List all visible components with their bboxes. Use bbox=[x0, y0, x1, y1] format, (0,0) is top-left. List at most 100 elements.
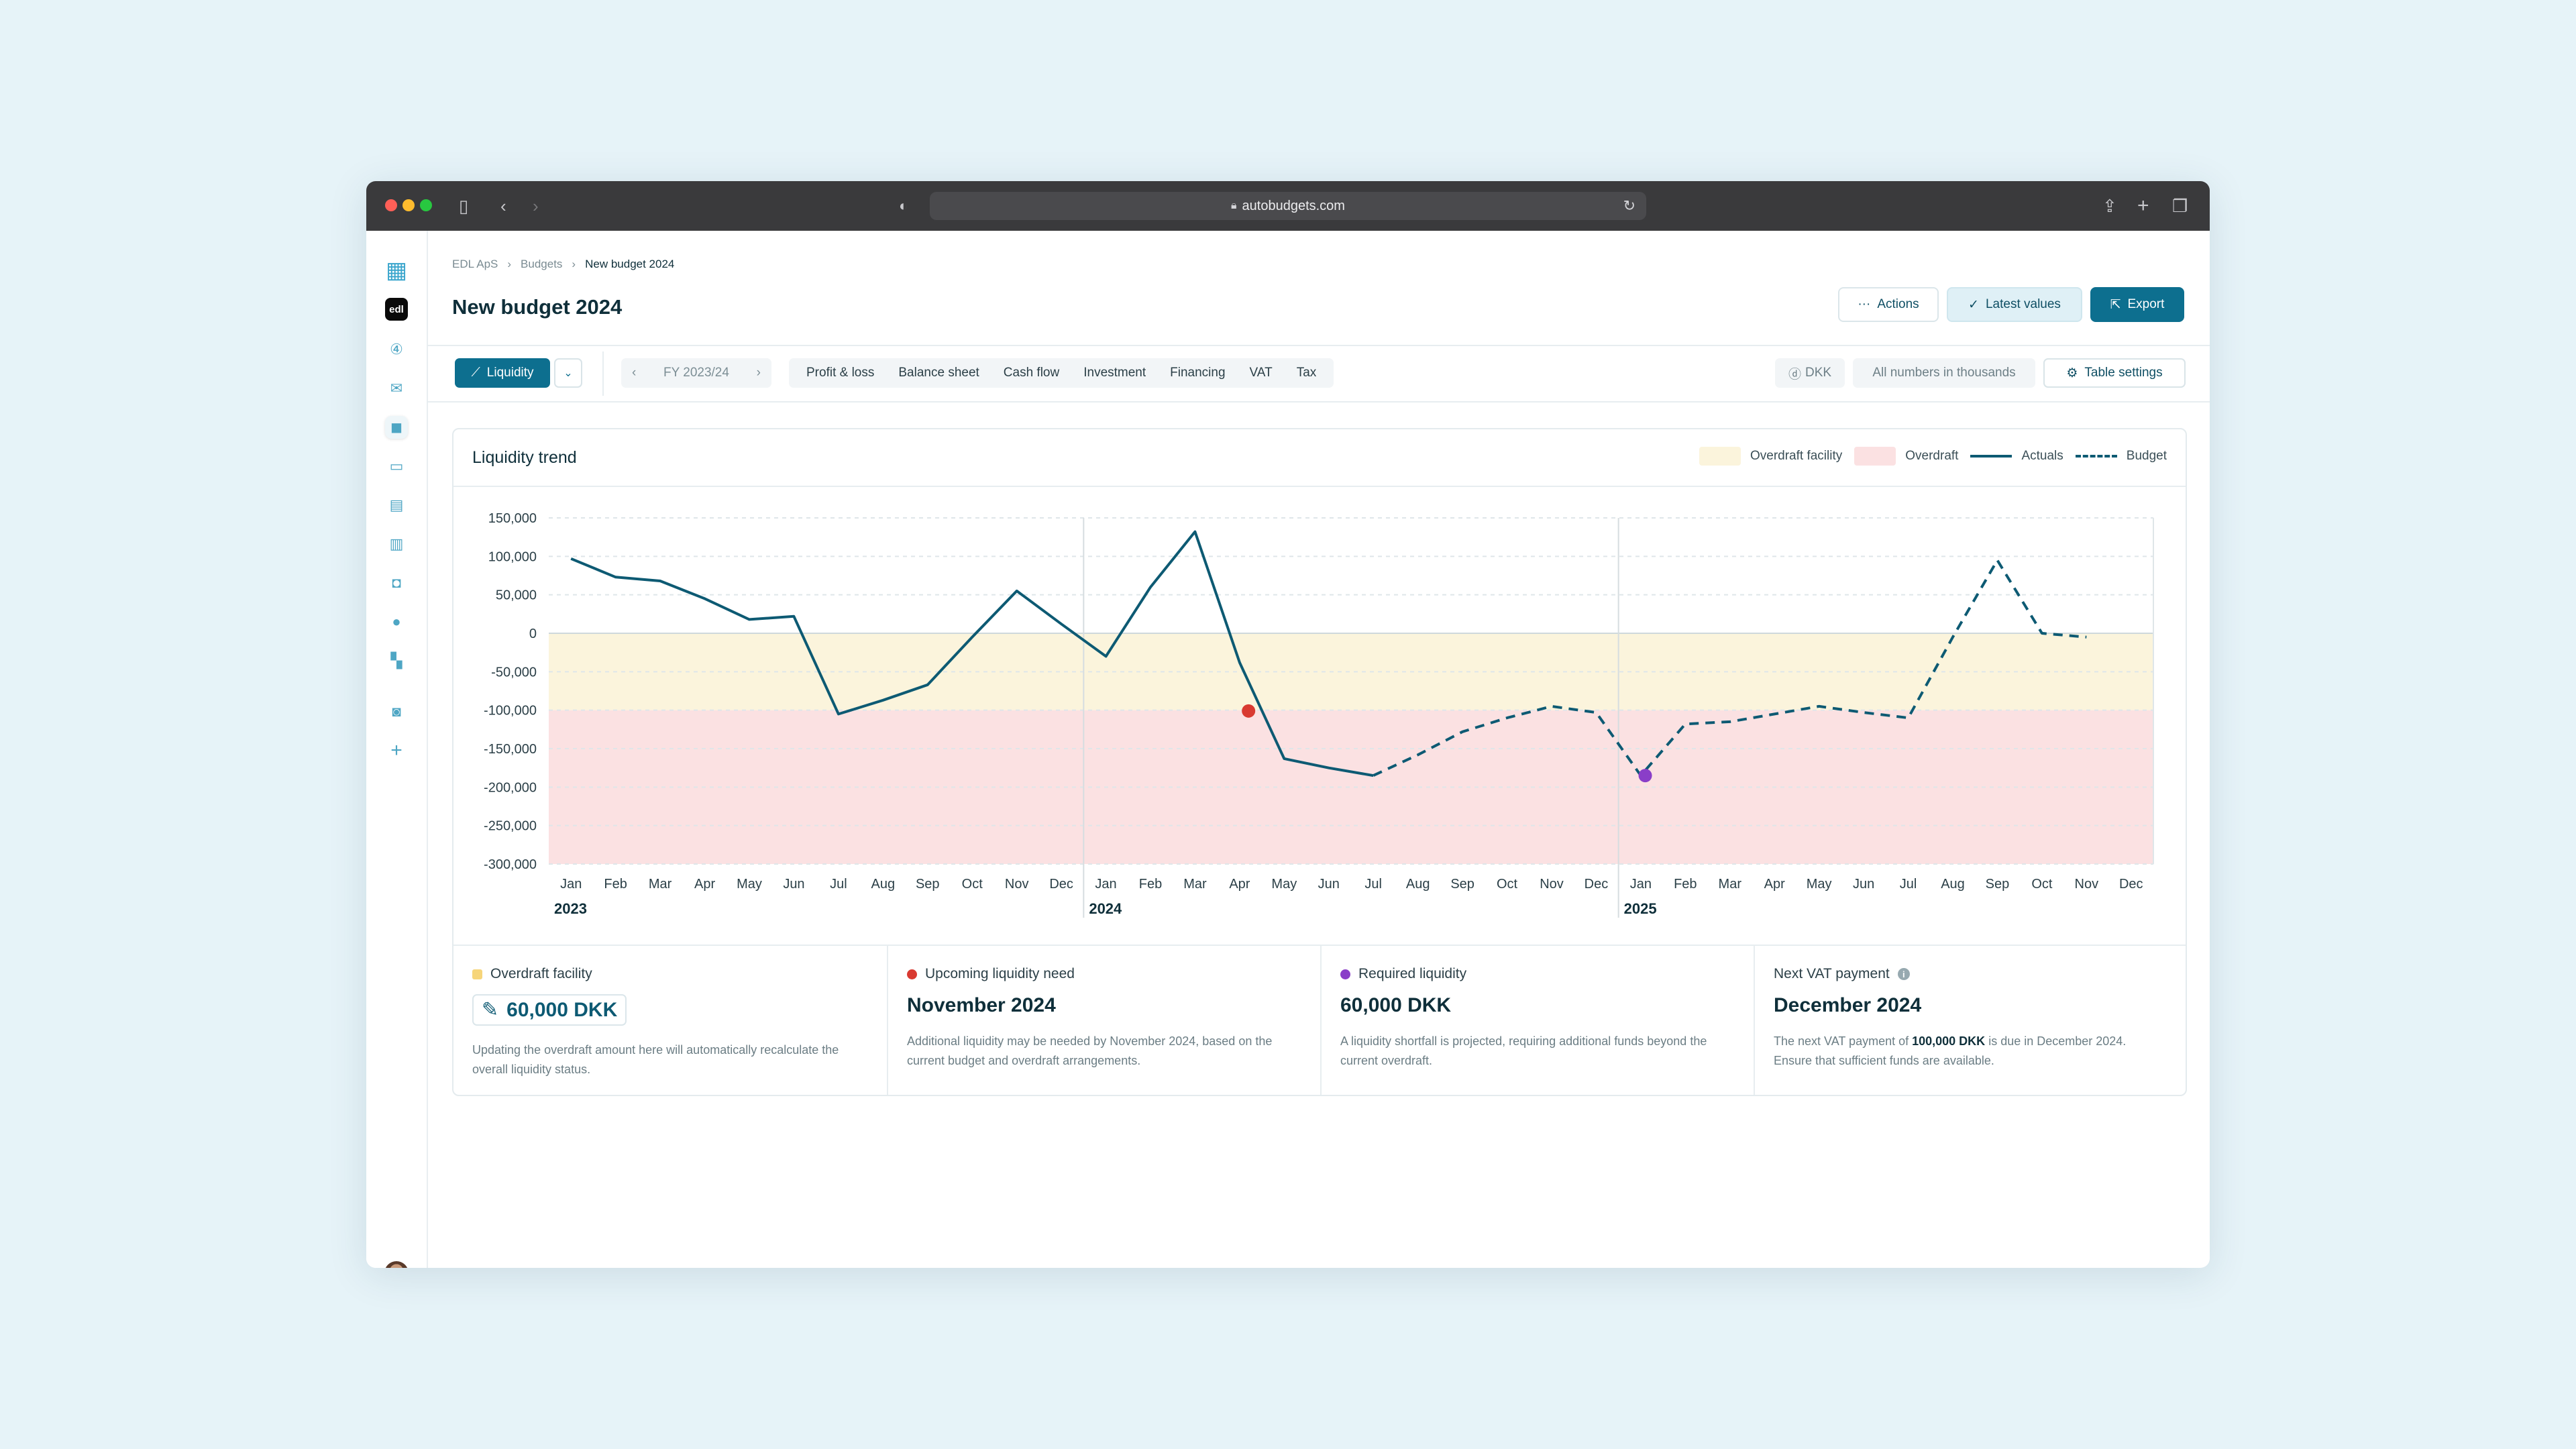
legend-actuals[interactable]: Actuals bbox=[1970, 449, 2063, 464]
number-circle-icon[interactable]: ④ bbox=[390, 341, 403, 358]
series-line-actuals bbox=[570, 530, 1374, 777]
stat-upcoming-need: Upcoming liquidity need November 2024 Ad… bbox=[887, 946, 1320, 1095]
liquidity-view-button[interactable]: ⟋ Liquidity bbox=[455, 358, 550, 388]
breadcrumb: EDL ApS › Budgets › New budget 2024 bbox=[452, 258, 674, 271]
document-icon[interactable]: ▤ bbox=[389, 496, 404, 513]
tab-tax[interactable]: Tax bbox=[1296, 366, 1317, 380]
pencil-icon: ✎ bbox=[482, 999, 499, 1021]
stat-value: December 2024 bbox=[1774, 994, 1922, 1016]
y-tick-label: 150,000 bbox=[488, 511, 537, 526]
card-icon[interactable]: ▭ bbox=[389, 458, 404, 474]
desc-text: The next VAT payment of bbox=[1774, 1034, 1913, 1048]
table-settings-button[interactable]: ⚙ Table settings bbox=[2043, 358, 2186, 388]
close-window-button[interactable] bbox=[385, 199, 397, 211]
report-tabs: Profit & loss Balance sheet Cash flow In… bbox=[789, 358, 1334, 388]
fiscal-year-selector[interactable]: ‹ FY 2023/24 › bbox=[621, 358, 771, 388]
stat-next-vat: Next VAT payment i December 2024 The next… bbox=[1754, 946, 2186, 1095]
share-icon[interactable]: ⇪ bbox=[2102, 196, 2117, 216]
tabs-overview-icon[interactable]: ❐ bbox=[2172, 196, 2188, 216]
tab-vat[interactable]: VAT bbox=[1249, 366, 1273, 380]
shield-icon[interactable]: ◐ bbox=[899, 197, 908, 214]
back-icon[interactable]: ‹ bbox=[500, 196, 506, 216]
info-icon[interactable]: i bbox=[1897, 968, 1910, 980]
liquidity-chart[interactable]: 150,000 100,000 50,000 0 -50,000 -100,000 -150… bbox=[453, 487, 2186, 943]
liquidity-label: Liquidity bbox=[486, 366, 534, 380]
people-icon[interactable]: ● bbox=[392, 613, 401, 630]
numbers-unit-chip[interactable]: All numbers in thousands bbox=[1853, 358, 2035, 388]
overdraft-amount-input[interactable]: ✎ 60,000 DKK bbox=[472, 994, 627, 1026]
legend-swatch bbox=[1970, 454, 2012, 458]
breadcrumb-item[interactable]: Budgets bbox=[521, 258, 563, 270]
y-tick-label: -200,000 bbox=[484, 780, 537, 795]
stat-description: Updating the overdraft amount here will … bbox=[472, 1043, 839, 1076]
view-dropdown[interactable]: ⌄ bbox=[554, 358, 582, 388]
actions-button[interactable]: ··· Actions bbox=[1838, 287, 1939, 322]
tab-profit-loss[interactable]: Profit & loss bbox=[806, 366, 875, 380]
tab-cash-flow[interactable]: Cash flow bbox=[1003, 366, 1060, 380]
stats-divider bbox=[453, 945, 2186, 946]
fiscal-year-label: FY 2023/24 bbox=[663, 366, 729, 380]
x-tick-label: Jul bbox=[1900, 877, 1917, 892]
stat-description: Additional liquidity may be needed by No… bbox=[907, 1034, 1273, 1067]
legend-overdraft[interactable]: Overdraft bbox=[1854, 447, 1958, 466]
export-button[interactable]: ⇱ Export bbox=[2090, 287, 2184, 322]
y-tick-label: 50,000 bbox=[496, 588, 537, 603]
currency-label: DKK bbox=[1805, 366, 1832, 380]
y-tick-label: 0 bbox=[529, 627, 537, 641]
desc-amount: 100,000 DKK bbox=[1912, 1034, 1986, 1048]
grid-logo-icon[interactable]: ▦ bbox=[385, 258, 408, 283]
wallet-icon[interactable]: ◼ bbox=[385, 416, 408, 439]
new-tab-icon[interactable]: + bbox=[2137, 195, 2149, 217]
tab-balance-sheet[interactable]: Balance sheet bbox=[898, 366, 979, 380]
chevron-right-icon[interactable]: › bbox=[756, 366, 761, 380]
x-tick-label: Aug bbox=[871, 877, 896, 892]
chart-legend: Overdraft facility Overdraft Actuals Bud… bbox=[1699, 447, 2167, 466]
legend-label: Overdraft facility bbox=[1750, 449, 1843, 464]
series-line-budget bbox=[1373, 559, 2087, 777]
breadcrumb-item[interactable]: EDL ApS bbox=[452, 258, 498, 270]
reload-icon[interactable]: ↻ bbox=[1623, 197, 1635, 214]
currency-icon: ⓓ bbox=[1788, 367, 1801, 382]
tab-financing[interactable]: Financing bbox=[1170, 366, 1226, 380]
y-tick-label: 100,000 bbox=[488, 549, 537, 564]
chevron-left-icon[interactable]: ‹ bbox=[632, 366, 637, 380]
browser-titlebar: ▯ ‹ › ◐ 🔒︎ autobudgets.com ↻ ⇪ + ❐ bbox=[366, 181, 2210, 231]
briefcase-icon[interactable]: ◙ bbox=[392, 703, 401, 720]
stat-label: Overdraft facility bbox=[490, 966, 592, 981]
card-divider bbox=[453, 486, 2186, 487]
x-tick-label: Nov bbox=[1540, 877, 1564, 892]
x-tick-label: Feb bbox=[1674, 877, 1697, 892]
x-tick-label: Oct bbox=[962, 877, 983, 892]
x-tick-label: Feb bbox=[1139, 877, 1162, 892]
legend-overdraft-facility[interactable]: Overdraft facility bbox=[1699, 447, 1842, 466]
x-tick-label: Sep bbox=[916, 877, 940, 892]
legend-label: Overdraft bbox=[1905, 449, 1959, 464]
forward-icon[interactable]: › bbox=[533, 196, 539, 216]
latest-values-button[interactable]: ✓ Latest values bbox=[1947, 287, 2082, 322]
breadcrumb-current: New budget 2024 bbox=[585, 258, 675, 270]
header-divider bbox=[427, 345, 2210, 346]
x-tick-label: Mar bbox=[1183, 877, 1207, 892]
chart-icon[interactable]: ▥ bbox=[389, 535, 404, 552]
mail-icon[interactable]: ✉ bbox=[390, 380, 403, 396]
x-tick-label: Jun bbox=[1853, 877, 1874, 892]
maximize-window-button[interactable] bbox=[420, 199, 432, 211]
chevron-right-icon: › bbox=[507, 258, 512, 270]
currency-chip[interactable]: ⓓ DKK bbox=[1775, 358, 1845, 388]
x-tick-label: Jan bbox=[1630, 877, 1652, 892]
export-icon: ⇱ bbox=[2110, 297, 2121, 312]
legend-budget[interactable]: Budget bbox=[2075, 449, 2167, 464]
minimize-window-button[interactable] bbox=[402, 199, 415, 211]
avatar[interactable] bbox=[384, 1261, 409, 1268]
plus-icon[interactable]: + bbox=[390, 739, 402, 761]
x-tick-label: Sep bbox=[1450, 877, 1474, 892]
workspace-badge[interactable]: edl bbox=[385, 298, 408, 321]
database-icon[interactable]: ◘ bbox=[392, 574, 401, 591]
sidebar-toggle-icon[interactable]: ▯ bbox=[459, 196, 469, 216]
apps-icon[interactable]: ▚ bbox=[390, 652, 402, 669]
tab-investment[interactable]: Investment bbox=[1083, 366, 1146, 380]
address-bar[interactable]: 🔒︎ autobudgets.com ↻ bbox=[930, 192, 1646, 220]
lock-icon: 🔒︎ bbox=[1231, 200, 1237, 211]
y-tick-label: -100,000 bbox=[484, 704, 537, 718]
x-tick-label: Jun bbox=[1318, 877, 1340, 892]
